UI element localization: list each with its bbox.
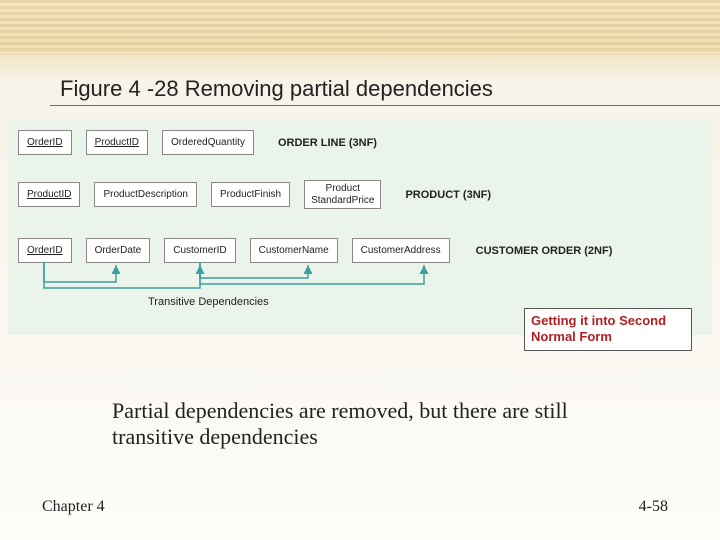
- attr-box: CustomerAddress: [352, 238, 450, 263]
- attr-text-line1: Product: [326, 183, 360, 194]
- relation-order-line: OrderID ProductID OrderedQuantity ORDER …: [18, 130, 377, 155]
- attr-box: CustomerID: [164, 238, 235, 263]
- relation-customer-order: OrderID OrderDate CustomerID CustomerNam…: [18, 238, 612, 263]
- attr-text-line2: StandardPrice: [311, 195, 374, 206]
- slide-header-stripes: [0, 0, 720, 55]
- relation-label: ORDER LINE (3NF): [278, 137, 377, 149]
- attr-box: ProductStandardPrice: [304, 180, 381, 209]
- attr-box: OrderedQuantity: [162, 130, 254, 155]
- attr-box: OrderDate: [86, 238, 151, 263]
- slide-title: Figure 4 -28 Removing partial dependenci…: [60, 76, 493, 102]
- title-underline: [50, 105, 720, 106]
- body-text: Partial dependencies are removed, but th…: [112, 398, 612, 451]
- relation-label: CUSTOMER ORDER (2NF): [476, 245, 613, 257]
- relation-label: PRODUCT (3NF): [405, 189, 491, 201]
- relation-product: ProductID ProductDescription ProductFini…: [18, 180, 491, 209]
- attr-box: CustomerName: [250, 238, 338, 263]
- attr-box: ProductID: [18, 182, 80, 207]
- footer-chapter: Chapter 4: [42, 498, 105, 516]
- note-box: Getting it into Second Normal Form: [524, 308, 692, 351]
- diagram-area: OrderID ProductID OrderedQuantity ORDER …: [8, 120, 712, 335]
- attr-box: ProductFinish: [211, 182, 290, 207]
- attr-box: OrderID: [18, 130, 72, 155]
- attr-box: ProductDescription: [94, 182, 196, 207]
- attr-box: ProductID: [86, 130, 148, 155]
- footer-page: 4-58: [639, 498, 668, 516]
- transitive-dependencies-label: Transitive Dependencies: [148, 296, 269, 308]
- attr-box: OrderID: [18, 238, 72, 263]
